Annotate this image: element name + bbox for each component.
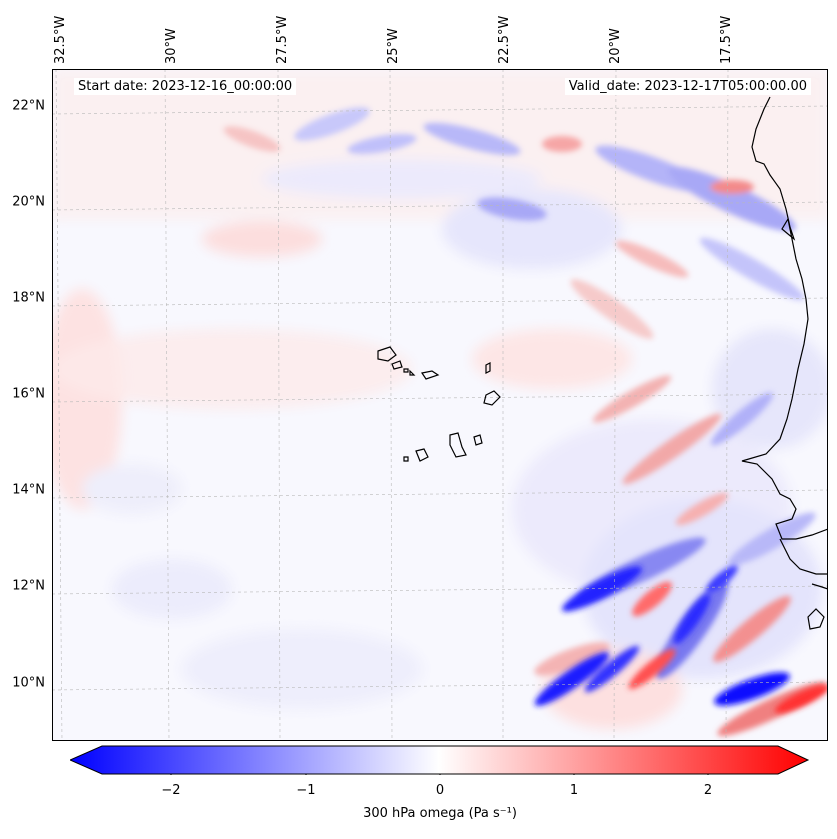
lon-label-27-5w: 27.5°W <box>275 15 290 64</box>
colorbar-tick-label-neg1: −1 <box>296 783 316 798</box>
coastline-islet <box>807 608 825 630</box>
lat-label-22n: 22°N <box>12 98 45 114</box>
lat-label-20n: 20°N <box>12 194 45 210</box>
island-sao-vicente <box>391 360 403 370</box>
lat-label-12n: 12°N <box>12 578 45 594</box>
island-boa-vista <box>483 390 501 406</box>
coastline-bijagos <box>811 583 828 590</box>
map-panel[interactable] <box>52 69 828 741</box>
island-fogo <box>415 448 429 462</box>
lat-label-18n: 18°N <box>12 290 45 306</box>
colorbar <box>70 745 810 775</box>
lon-label-25w: 25°W <box>386 28 401 64</box>
valid-date-label: Valid_date: 2023-12-17T05:00:00.00 <box>564 78 811 95</box>
lon-label-22-5w: 22.5°W <box>497 15 512 64</box>
lat-label-14n: 14°N <box>12 482 45 498</box>
graticule <box>52 69 828 741</box>
island-brava <box>403 456 409 462</box>
colorbar-tick-label-neg2: −2 <box>161 783 181 798</box>
island-santo-antao <box>377 346 397 362</box>
island-sao-nicolau <box>421 370 440 380</box>
colorbar-tick-label-1: 1 <box>569 783 579 798</box>
coastline-africa <box>741 96 828 540</box>
coastline-guinea <box>779 538 828 575</box>
omega-field-map <box>52 69 828 741</box>
lon-label-17-5w: 17.5°W <box>719 15 734 64</box>
colorbar-label: 300 hPa omega (Pa s⁻¹) <box>363 806 517 821</box>
start-date-label: Start date: 2023-12-16_00:00:00 <box>74 78 297 95</box>
island-santiago <box>449 432 467 458</box>
lon-label-32-5w: 32.5°W <box>53 15 68 64</box>
colorbar-ticks <box>170 774 709 775</box>
island-sal <box>485 362 491 374</box>
lat-label-10n: 10°N <box>12 675 45 691</box>
colorbar-tick-label-2: 2 <box>703 783 713 798</box>
omega-intense-cores <box>534 565 828 714</box>
coastlines <box>377 96 828 630</box>
colorbar-tick-label-0: 0 <box>435 783 445 798</box>
island-santa-luzia <box>403 368 409 373</box>
island-maio <box>473 434 483 446</box>
lat-label-16n: 16°N <box>12 386 45 402</box>
lon-label-20w: 20°W <box>608 28 623 64</box>
colorbar-bar <box>70 745 810 775</box>
map-frame <box>52 69 828 741</box>
lon-label-30w: 30°W <box>164 28 179 64</box>
island-islet <box>409 369 416 376</box>
